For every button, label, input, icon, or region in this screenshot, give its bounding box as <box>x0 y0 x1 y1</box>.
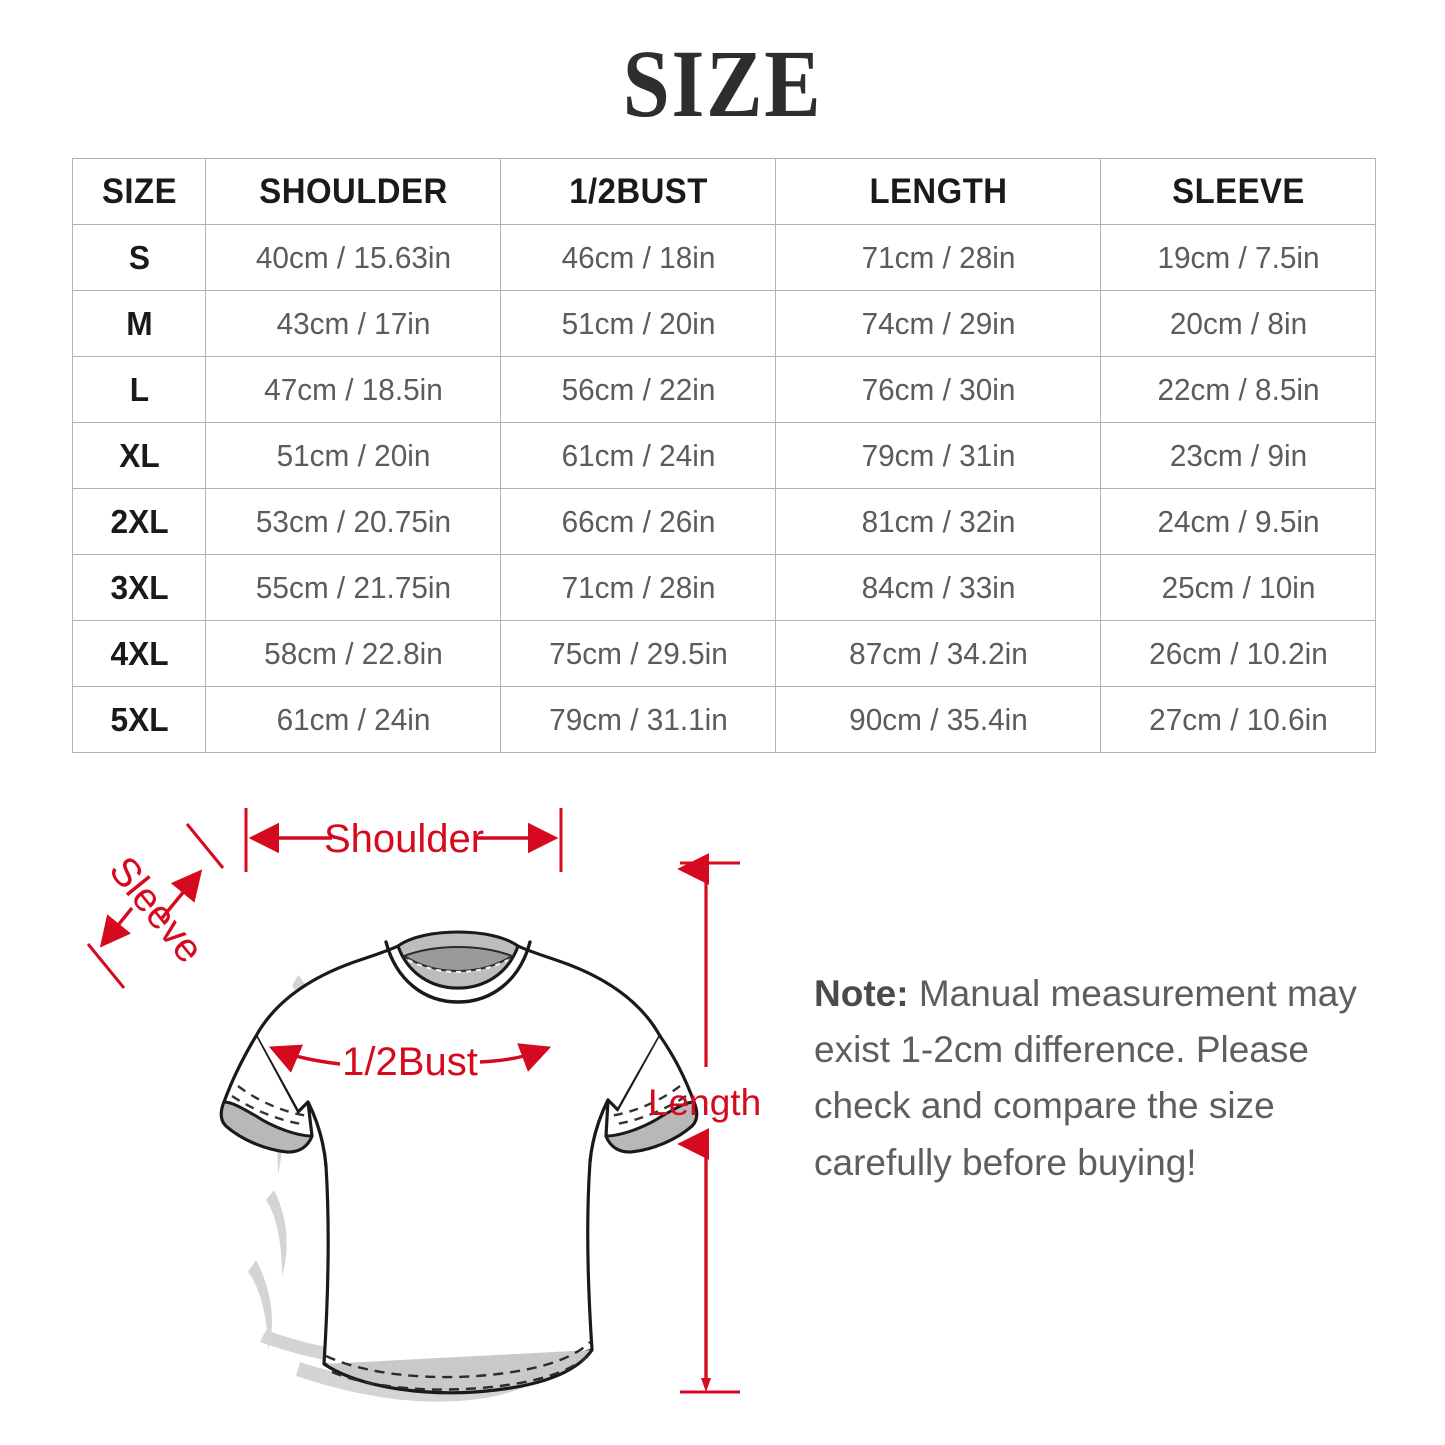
cell-shoulder: 43cm / 17in <box>210 290 496 357</box>
cell-size: 5XL <box>74 686 204 753</box>
size-table: SIZE SHOULDER 1/2BUST LENGTH SLEEVE S 40… <box>72 158 1376 753</box>
cell-shoulder: 55cm / 21.75in <box>210 554 496 621</box>
hem-stitch-upper <box>325 1341 591 1379</box>
shoulder-dimension: Shoulder <box>244 808 563 872</box>
column-header-length: LENGTH <box>784 158 1092 225</box>
shoulder-label: Shoulder <box>324 817 484 861</box>
cell-bust: 46cm / 18in <box>505 224 771 291</box>
cell-shoulder: 40cm / 15.63in <box>210 224 496 291</box>
cell-sleeve: 25cm / 10in <box>1105 554 1371 621</box>
cell-bust: 56cm / 22in <box>505 356 771 423</box>
table-row: M 43cm / 17in 51cm / 20in 74cm / 29in 20… <box>73 290 1376 357</box>
bust-label: 1/2Bust <box>342 1040 478 1084</box>
cell-bust: 61cm / 24in <box>505 422 771 489</box>
cell-length: 79cm / 31in <box>781 422 1095 489</box>
cell-size: S <box>74 224 204 291</box>
right-cuff-inner <box>604 1100 699 1154</box>
cell-length: 90cm / 35.4in <box>781 686 1095 753</box>
note-text: Manual measurement may exist 1-2cm diffe… <box>814 973 1357 1183</box>
cell-sleeve: 26cm / 10.2in <box>1105 620 1371 687</box>
right-cuff-stitch-inner <box>609 1085 681 1118</box>
cell-size: XL <box>74 422 204 489</box>
column-header-bust: 1/2BUST <box>508 158 768 225</box>
note-label: Note: <box>814 973 909 1014</box>
table-row: 5XL 61cm / 24in 79cm / 31.1in 90cm / 35.… <box>73 686 1376 753</box>
cell-bust: 71cm / 28in <box>505 554 771 621</box>
left-cuff-inner <box>219 1100 314 1154</box>
table-row: 3XL 55cm / 21.75in 71cm / 28in 84cm / 33… <box>73 554 1376 621</box>
cell-sleeve: 24cm / 9.5in <box>1105 488 1371 555</box>
hem-stitch-lower <box>331 1355 589 1391</box>
right-cuff-stitch-outer <box>615 1095 687 1126</box>
sleeve-dimension: Sleeve <box>86 823 225 989</box>
cell-size: 3XL <box>74 554 204 621</box>
cell-sleeve: 22cm / 8.5in <box>1105 356 1371 423</box>
cell-length: 81cm / 32in <box>781 488 1095 555</box>
left-cuff-stitch-inner <box>237 1085 309 1118</box>
cell-sleeve: 20cm / 8in <box>1105 290 1371 357</box>
cell-size: M <box>74 290 204 357</box>
length-label: Length <box>648 1082 762 1123</box>
cell-length: 84cm / 33in <box>781 554 1095 621</box>
cell-shoulder: 61cm / 24in <box>210 686 496 753</box>
cell-sleeve: 23cm / 9in <box>1105 422 1371 489</box>
table-header-row: SIZE SHOULDER 1/2BUST LENGTH SLEEVE <box>73 158 1376 225</box>
column-header-sleeve: SLEEVE <box>1108 158 1368 225</box>
cell-size: 2XL <box>74 488 204 555</box>
cell-size: 4XL <box>74 620 204 687</box>
column-header-shoulder: SHOULDER <box>213 158 493 225</box>
table-row: L 47cm / 18.5in 56cm / 22in 76cm / 30in … <box>73 356 1376 423</box>
cell-bust: 79cm / 31.1in <box>505 686 771 753</box>
table-row: 4XL 58cm / 22.8in 75cm / 29.5in 87cm / 3… <box>73 620 1376 687</box>
cell-length: 74cm / 29in <box>781 290 1095 357</box>
length-dimension <box>677 853 740 1394</box>
left-cuff-stitch-outer <box>231 1095 303 1126</box>
cell-size: L <box>74 356 204 423</box>
cell-bust: 75cm / 29.5in <box>505 620 771 687</box>
cell-shoulder: 53cm / 20.75in <box>210 488 496 555</box>
bust-dimension: 1/2Bust <box>268 1040 552 1084</box>
cell-shoulder: 58cm / 22.8in <box>210 620 496 687</box>
cell-shoulder: 47cm / 18.5in <box>210 356 496 423</box>
collar-rib-stitch <box>407 959 509 974</box>
sleeve-label: Sleeve <box>101 848 212 971</box>
column-header-size: SIZE <box>76 158 202 225</box>
cell-length: 71cm / 28in <box>781 224 1095 291</box>
cell-sleeve: 27cm / 10.6in <box>1105 686 1371 753</box>
table-row: 2XL 53cm / 20.75in 66cm / 26in 81cm / 32… <box>73 488 1376 555</box>
collar-outer-edge <box>384 940 532 1004</box>
cell-shoulder: 51cm / 20in <box>210 422 496 489</box>
page-title: SIZE <box>622 30 823 137</box>
table-row: XL 51cm / 20in 61cm / 24in 79cm / 31in 2… <box>73 422 1376 489</box>
shirt-body-path <box>254 944 662 1376</box>
note-block: Note: Manual measurement may exist 1-2cm… <box>814 966 1384 1191</box>
table-row: S 40cm / 15.63in 46cm / 18in 71cm / 28in… <box>73 224 1376 291</box>
cell-sleeve: 19cm / 7.5in <box>1105 224 1371 291</box>
tshirt-diagram: Shoulder Sleeve 1/2Bust <box>60 790 780 1430</box>
cell-bust: 66cm / 26in <box>505 488 771 555</box>
cell-length: 76cm / 30in <box>781 356 1095 423</box>
cell-length: 87cm / 34.2in <box>781 620 1095 687</box>
cell-bust: 51cm / 20in <box>505 290 771 357</box>
